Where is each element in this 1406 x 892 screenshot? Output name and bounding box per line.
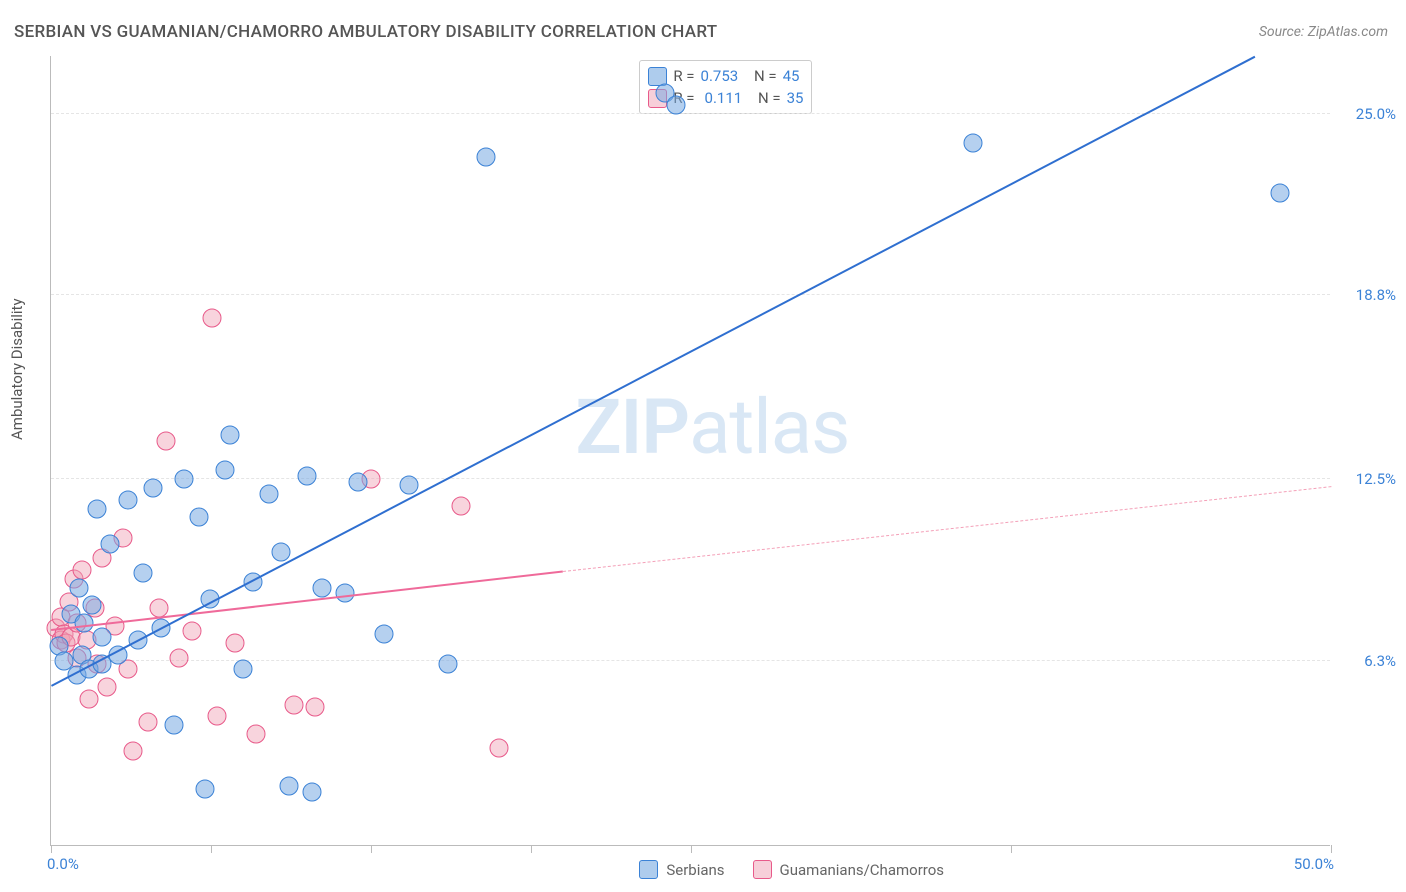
trend-line xyxy=(51,56,1255,687)
x-tick xyxy=(1331,845,1332,853)
scatter-point xyxy=(134,563,153,582)
scatter-point xyxy=(285,695,304,714)
plot-area: ZIPatlas R = 0.753 N = 45 R = 0.111 N = … xyxy=(50,56,1330,846)
y-tick-label: 25.0% xyxy=(1356,105,1396,123)
x-tick xyxy=(691,845,692,853)
watermark-light: atlas xyxy=(689,382,849,472)
scatter-point xyxy=(190,508,209,527)
scatter-point xyxy=(98,678,117,697)
scatter-point xyxy=(221,426,240,445)
scatter-point xyxy=(336,584,355,603)
scatter-point xyxy=(195,780,214,799)
r-value: 0.111 xyxy=(705,87,743,109)
legend-item: Guamanians/Chamorros xyxy=(753,860,944,879)
scatter-point xyxy=(208,707,227,726)
scatter-point xyxy=(123,742,142,761)
gridline: 12.5% xyxy=(51,478,1330,479)
scatter-point xyxy=(305,698,324,717)
swatch-pink xyxy=(753,860,772,879)
scatter-point xyxy=(93,628,112,647)
scatter-point xyxy=(203,309,222,328)
x-tick xyxy=(211,845,212,853)
n-value: 35 xyxy=(787,87,804,109)
chart-title: SERBIAN VS GUAMANIAN/CHAMORRO AMBULATORY… xyxy=(14,22,717,42)
series-legend: Serbians Guamanians/Chamorros xyxy=(639,860,944,879)
x-axis-min-label: 0.0% xyxy=(47,855,79,873)
scatter-point xyxy=(1270,183,1289,202)
scatter-point xyxy=(451,496,470,515)
x-tick xyxy=(371,845,372,853)
scatter-point xyxy=(157,432,176,451)
scatter-point xyxy=(144,479,163,498)
n-label: N = xyxy=(758,87,781,109)
y-axis-label: Ambulatory Disability xyxy=(8,298,26,440)
gridline: 25.0% xyxy=(51,113,1330,114)
r-value: 0.753 xyxy=(701,65,739,87)
scatter-point xyxy=(118,490,137,509)
x-tick xyxy=(1011,845,1012,853)
scatter-point xyxy=(666,95,685,114)
scatter-point xyxy=(963,133,982,152)
scatter-point xyxy=(400,476,419,495)
n-value: 45 xyxy=(783,65,800,87)
scatter-point xyxy=(72,560,91,579)
y-tick-label: 12.5% xyxy=(1356,470,1396,488)
scatter-point xyxy=(259,484,278,503)
scatter-point xyxy=(349,473,368,492)
scatter-point xyxy=(149,599,168,618)
scatter-point xyxy=(280,777,299,796)
watermark-bold: ZIP xyxy=(575,382,689,472)
scatter-point xyxy=(374,625,393,644)
scatter-point xyxy=(226,634,245,653)
scatter-point xyxy=(438,654,457,673)
chart-container: SERBIAN VS GUAMANIAN/CHAMORRO AMBULATORY… xyxy=(0,0,1406,892)
x-tick xyxy=(531,845,532,853)
y-tick-label: 6.3% xyxy=(1364,652,1396,670)
scatter-point xyxy=(175,470,194,489)
swatch-blue xyxy=(639,860,658,879)
scatter-point xyxy=(216,461,235,480)
scatter-point xyxy=(75,613,94,632)
scatter-point xyxy=(313,578,332,597)
trend-line xyxy=(51,571,563,632)
x-axis-max-label: 50.0% xyxy=(1294,855,1334,873)
scatter-point xyxy=(80,689,99,708)
legend-label: Serbians xyxy=(666,861,724,879)
legend-item: Serbians xyxy=(639,860,724,879)
scatter-point xyxy=(170,648,189,667)
scatter-point xyxy=(298,467,317,486)
gridline: 18.8% xyxy=(51,294,1330,295)
source-attribution: Source: ZipAtlas.com xyxy=(1259,24,1388,40)
scatter-point xyxy=(477,148,496,167)
scatter-point xyxy=(88,499,107,518)
x-tick xyxy=(51,845,52,853)
y-tick-label: 18.8% xyxy=(1356,286,1396,304)
stats-row: R = 0.753 N = 45 xyxy=(648,65,803,87)
scatter-point xyxy=(100,534,119,553)
scatter-point xyxy=(70,578,89,597)
n-label: N = xyxy=(754,65,777,87)
watermark: ZIPatlas xyxy=(575,382,849,472)
scatter-point xyxy=(164,716,183,735)
scatter-point xyxy=(303,783,322,802)
scatter-point xyxy=(139,713,158,732)
scatter-point xyxy=(272,543,291,562)
scatter-point xyxy=(246,724,265,743)
scatter-point xyxy=(182,622,201,641)
scatter-point xyxy=(490,739,509,758)
scatter-point xyxy=(234,660,253,679)
legend-label: Guamanians/Chamorros xyxy=(780,861,944,879)
scatter-point xyxy=(82,596,101,615)
trend-line xyxy=(563,486,1331,572)
r-label: R = xyxy=(673,65,694,87)
